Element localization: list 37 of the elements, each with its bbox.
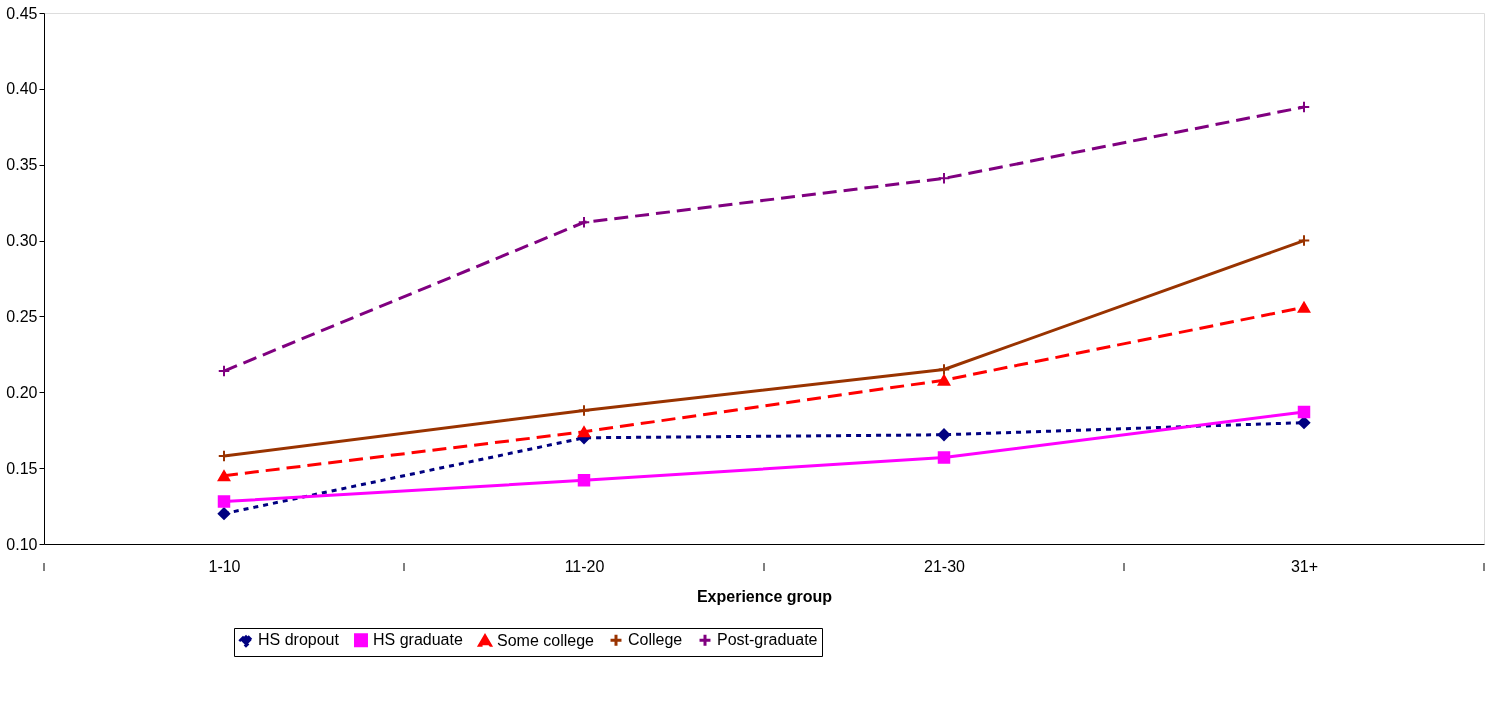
point <box>217 507 231 520</box>
point <box>937 172 951 185</box>
x-tick-label: 21-30 <box>924 557 966 575</box>
point <box>937 363 951 376</box>
point <box>1297 405 1311 419</box>
point <box>577 426 591 438</box>
point <box>937 451 951 464</box>
point <box>1297 416 1311 429</box>
point <box>217 495 231 508</box>
point <box>577 474 591 487</box>
y-tick-label: 0.45 <box>6 4 38 22</box>
legend-label: HS graduate <box>373 631 463 649</box>
x-tick-label: 31+ <box>1290 557 1319 575</box>
y-tick-label: 0.10 <box>6 535 38 553</box>
point <box>217 449 231 463</box>
x-tick-label: 1-10 <box>208 557 241 575</box>
y-tick-label: 0.20 <box>6 383 38 401</box>
legend-label: HS dropout <box>258 631 340 649</box>
y-tick-label: 0.25 <box>6 307 38 325</box>
point <box>1297 234 1311 247</box>
point <box>937 428 951 442</box>
point <box>937 374 951 386</box>
point <box>217 364 231 378</box>
point <box>1297 100 1311 114</box>
point <box>577 404 591 417</box>
point <box>217 470 231 482</box>
x-tick-label: 11-20 <box>564 557 605 575</box>
legend-label: College <box>628 631 683 649</box>
legend-label: Post-graduate <box>717 631 818 649</box>
legend-label: Some college <box>497 631 595 649</box>
y-tick-label: 0.30 <box>6 232 38 250</box>
y-tick-label: 0.40 <box>6 80 38 98</box>
point <box>1297 301 1311 313</box>
point <box>577 216 591 229</box>
y-tick-label: 0.35 <box>6 156 38 174</box>
y-tick-label: 0.15 <box>6 459 38 477</box>
x-axis-title: Experience group <box>696 587 833 605</box>
